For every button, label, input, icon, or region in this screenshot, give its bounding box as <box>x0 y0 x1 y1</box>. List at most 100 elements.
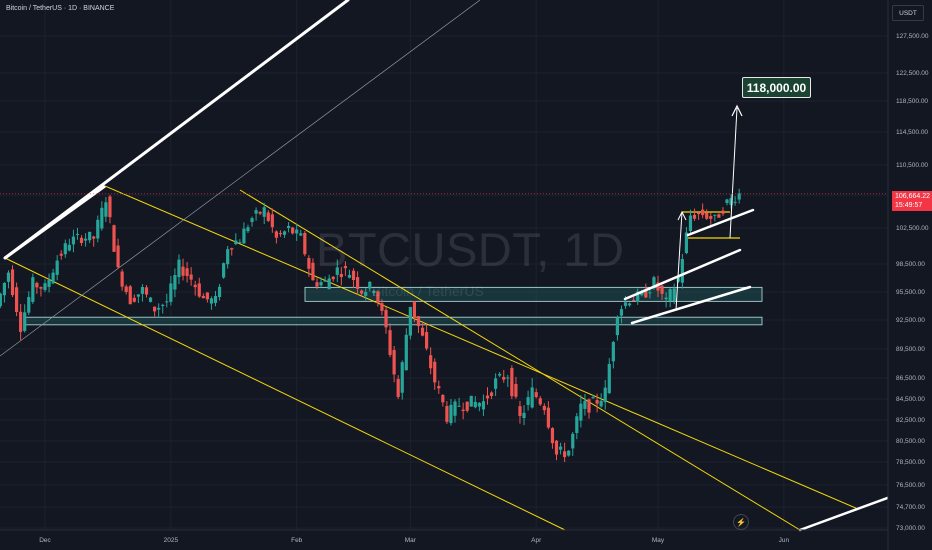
candle-body <box>526 397 530 405</box>
candle-body <box>591 397 595 399</box>
candle-body <box>258 211 262 214</box>
candle-body <box>262 207 266 217</box>
candle-body <box>623 302 628 306</box>
candle-body <box>14 287 19 313</box>
candle-body <box>169 283 173 302</box>
chart-title[interactable]: Bitcoin / TetherUS · 1D · BINANCE <box>6 5 115 12</box>
candle-body <box>222 263 226 278</box>
candle-body <box>469 395 473 407</box>
candle-body <box>376 291 380 303</box>
candle-body <box>10 269 15 296</box>
candle-body <box>83 238 88 241</box>
candle-body <box>59 253 63 256</box>
candle-body <box>213 296 218 303</box>
candle-body <box>733 201 737 203</box>
price-tick-label: 82,500.00 <box>896 417 925 424</box>
candle-body <box>473 401 477 408</box>
price-tick-label: 89,500.00 <box>896 346 925 353</box>
candle-body <box>627 303 632 306</box>
candle-body <box>303 233 307 255</box>
lightning-icon[interactable]: ⚡ <box>733 514 749 530</box>
candle-body <box>307 257 311 269</box>
price-axis[interactable]: 127,500.00 122,500.00 118,500.00 114,500.00… <box>887 0 932 550</box>
candle-body <box>327 278 331 290</box>
candle-body <box>0 293 2 307</box>
candle-body <box>31 277 35 302</box>
candle-body <box>684 232 689 254</box>
candle-body <box>648 292 652 294</box>
candle-body <box>457 405 461 407</box>
candle-body <box>465 401 469 411</box>
candle-body <box>599 400 603 407</box>
target-arrowhead <box>731 104 743 117</box>
candle-body <box>226 249 230 265</box>
trendlines <box>0 0 892 532</box>
candle-body <box>270 214 274 228</box>
candle-body <box>583 400 587 409</box>
candle-body <box>538 398 542 405</box>
candle-body <box>234 240 238 245</box>
candle-body <box>717 214 721 218</box>
candle-body <box>148 297 153 302</box>
candle-body <box>611 341 615 362</box>
candle-body <box>132 297 136 302</box>
candle-body <box>489 392 494 396</box>
price-tick-label: 118,500.00 <box>896 98 928 105</box>
candle-body <box>71 236 76 245</box>
candle-body <box>266 212 270 221</box>
candle-body <box>412 301 417 318</box>
support-zones <box>24 286 763 326</box>
time-tick-label: Jun <box>779 537 790 544</box>
candle-body <box>43 283 47 291</box>
price-tick-label: 84,500.00 <box>896 396 925 403</box>
candle-body <box>514 384 518 397</box>
candle-body <box>522 412 526 419</box>
candle-body <box>506 377 510 379</box>
candle-body <box>197 283 201 297</box>
support-zone <box>304 286 763 302</box>
candle-body <box>449 404 453 424</box>
candle-body <box>441 394 445 403</box>
candle-body <box>498 373 502 376</box>
candle-body <box>39 287 43 289</box>
candle-body <box>124 286 128 293</box>
candle-body <box>104 202 108 217</box>
candle-body <box>23 312 27 331</box>
candle-body <box>705 212 709 219</box>
candle-body <box>692 214 697 219</box>
channel-line <box>4 257 566 531</box>
candle-body <box>737 193 741 200</box>
candle-body <box>351 270 356 281</box>
candle-body <box>238 242 242 244</box>
channel-line <box>104 185 859 510</box>
candle-body <box>554 440 559 455</box>
parallel-trendline <box>0 0 481 357</box>
candle-body <box>205 292 209 300</box>
candle-body <box>461 409 465 412</box>
candle-body <box>477 402 481 407</box>
trendline <box>686 208 755 237</box>
time-axis[interactable]: Dec 2025 Feb Mar Apr May Jun <box>0 529 888 544</box>
price-tick-label: 76,500.00 <box>896 482 925 489</box>
candle-body <box>88 231 92 241</box>
price-tick-label: 102,500.00 <box>896 225 929 232</box>
currency-badge[interactable]: USDT <box>892 5 924 21</box>
candle-body <box>481 401 486 410</box>
candle-body <box>274 231 278 238</box>
candle-body <box>242 228 246 244</box>
candle-body <box>656 282 660 291</box>
candle-body <box>335 267 339 275</box>
candle-body <box>360 290 364 294</box>
candle-body <box>502 376 506 380</box>
candle-body <box>136 294 140 297</box>
candle-body <box>713 214 717 216</box>
candle-body <box>92 236 96 239</box>
candle-body <box>189 274 193 280</box>
candle-body <box>579 403 583 421</box>
candle-body <box>47 279 51 287</box>
time-tick-label: Mar <box>405 537 417 544</box>
candle-body <box>254 210 258 214</box>
price-tick-label: 122,500.00 <box>896 70 929 77</box>
bar-countdown: 15:49:57 <box>895 202 923 209</box>
